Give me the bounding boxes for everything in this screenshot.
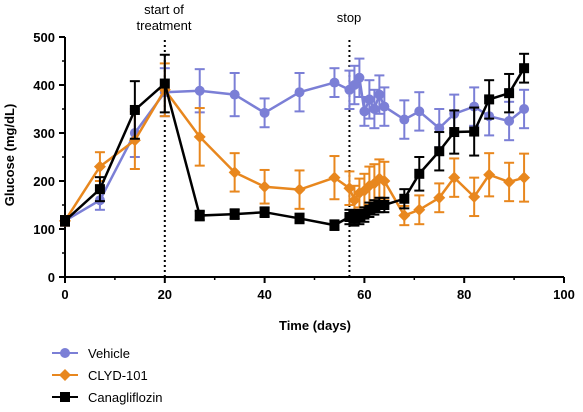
y-tick-label: 500 — [33, 30, 55, 45]
point-clyd-101 — [518, 171, 531, 184]
point-clyd-101 — [448, 171, 461, 184]
point-canagliflozin — [259, 207, 270, 218]
point-canagliflozin — [399, 193, 410, 204]
plot-area: 0 20 40 60 80 100 0 100 200 300 400 500 — [33, 30, 575, 302]
point-clyd-101 — [398, 209, 411, 222]
point-vehicle — [414, 106, 425, 117]
y-tick-label: 100 — [33, 222, 55, 237]
point-canagliflozin — [329, 220, 340, 231]
legend-label-clyd-101: CLYD-101 — [88, 368, 148, 383]
legend: Vehicle CLYD-101 Canagliflozin — [52, 346, 162, 405]
point-vehicle — [294, 87, 305, 98]
point-vehicle — [229, 89, 240, 100]
x-tick-label: 0 — [61, 287, 68, 302]
x-tick-label: 40 — [257, 287, 271, 302]
x-tick-label: 20 — [158, 287, 172, 302]
point-vehicle — [349, 80, 360, 90]
point-clyd-101 — [228, 166, 241, 179]
y-tick-label: 0 — [48, 270, 55, 285]
point-clyd-101 — [433, 191, 446, 204]
legend-item-canagliflozin: Canagliflozin — [52, 390, 162, 405]
point-canagliflozin — [449, 127, 460, 138]
start-treatment-label-line1: start of — [144, 2, 184, 17]
point-vehicle — [434, 123, 445, 134]
legend-label-vehicle: Vehicle — [88, 346, 130, 361]
point-clyd-101 — [468, 190, 481, 203]
point-clyd-101 — [93, 160, 106, 173]
point-vehicle — [354, 72, 365, 83]
y-axis-title: Glucose (mg/dL) — [2, 104, 17, 207]
y-tick-label: 300 — [33, 126, 55, 141]
legend-marker-vehicle — [60, 348, 70, 358]
start-treatment-label-line2: treatment — [137, 18, 192, 33]
x-tick-label: 80 — [457, 287, 471, 302]
point-canagliflozin — [379, 200, 390, 210]
point-clyd-101 — [413, 203, 426, 216]
x-tick-label: 100 — [553, 287, 575, 302]
legend-marker-canagliflozin — [60, 392, 70, 402]
point-canagliflozin — [229, 209, 240, 220]
point-canagliflozin — [414, 168, 425, 179]
legend-item-vehicle: Vehicle — [52, 346, 130, 361]
point-vehicle — [259, 107, 270, 118]
point-clyd-101 — [258, 180, 271, 193]
point-canagliflozin — [294, 213, 305, 224]
point-canagliflozin — [159, 78, 170, 89]
point-clyd-101 — [348, 194, 361, 207]
legend-marker-clyd-101 — [59, 369, 71, 381]
point-vehicle — [379, 101, 390, 112]
point-vehicle — [519, 104, 530, 114]
point-vehicle — [399, 114, 410, 125]
legend-label-canagliflozin: Canagliflozin — [88, 390, 162, 405]
point-vehicle — [329, 77, 340, 88]
point-canagliflozin — [129, 104, 140, 115]
point-clyd-101 — [483, 168, 496, 181]
point-canagliflozin — [504, 88, 515, 99]
stop-label: stop — [337, 10, 362, 25]
point-clyd-101 — [378, 175, 391, 187]
point-clyd-101 — [503, 175, 516, 188]
legend-item-clyd-101: CLYD-101 — [52, 368, 148, 383]
point-canagliflozin — [94, 184, 105, 195]
point-vehicle — [369, 104, 380, 114]
x-tick-label: 60 — [357, 287, 371, 302]
point-vehicle — [504, 116, 515, 126]
point-clyd-101 — [193, 130, 206, 143]
point-clyd-101 — [328, 171, 341, 184]
x-axis-title: Time (days) — [279, 318, 351, 333]
point-canagliflozin — [434, 146, 445, 157]
y-tick-label: 200 — [33, 174, 55, 189]
point-canagliflozin — [194, 210, 205, 221]
point-canagliflozin — [60, 215, 70, 226]
point-vehicle — [364, 94, 375, 105]
point-canagliflozin — [469, 126, 480, 137]
point-canagliflozin — [519, 63, 530, 74]
point-clyd-101 — [343, 182, 356, 195]
y-tick-label: 400 — [33, 78, 55, 93]
point-clyd-101 — [293, 183, 306, 196]
point-canagliflozin — [484, 94, 495, 105]
point-vehicle — [359, 106, 370, 117]
point-vehicle — [374, 89, 385, 100]
point-vehicle — [194, 85, 205, 96]
point-clyd-101 — [128, 134, 141, 147]
